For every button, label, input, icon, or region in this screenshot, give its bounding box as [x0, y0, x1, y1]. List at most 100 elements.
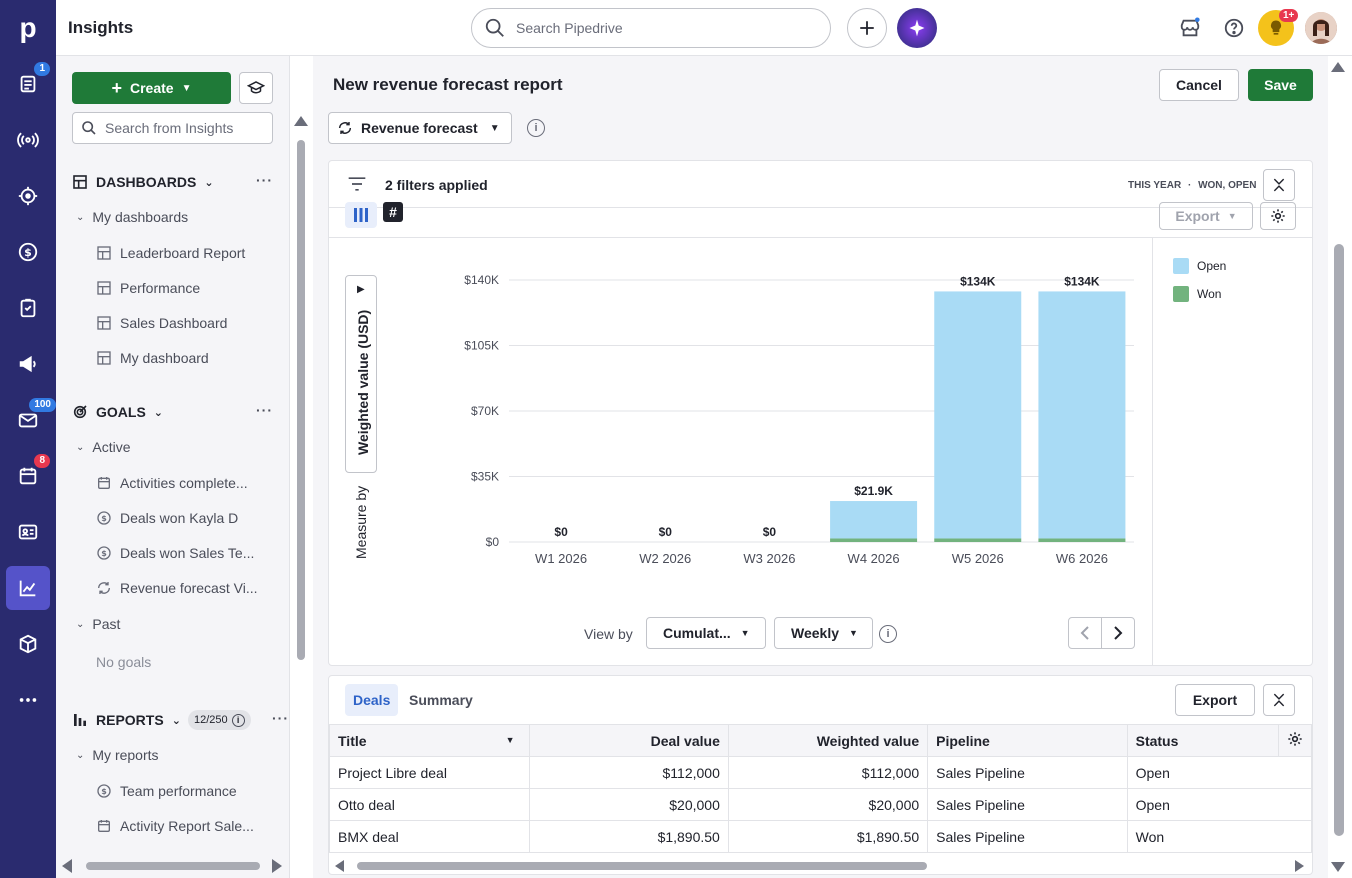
filter-icon[interactable] [347, 175, 367, 193]
goal-item[interactable]: Revenue forecast Vi... [96, 580, 276, 596]
products-icon[interactable] [6, 622, 50, 666]
cell-title[interactable]: Project Libre deal [329, 756, 530, 789]
report-item[interactable]: Activity Report Sale... [96, 818, 276, 834]
legend-item-open[interactable]: Open [1173, 258, 1226, 274]
mail-icon[interactable]: 100 [6, 398, 56, 442]
goal-item[interactable]: $ Deals won Sales Te... [96, 545, 276, 561]
table-row[interactable]: BMX deal $1,890.50 $1,890.50 Sales Pipel… [329, 820, 1312, 853]
info-icon[interactable]: i [879, 625, 897, 643]
column-header-status[interactable]: Status [1126, 724, 1280, 757]
goal-item[interactable]: Activities complete... [96, 475, 276, 491]
reports-count-badge: 12/250 i [188, 710, 251, 730]
sidebar-horizontal-scrollbar[interactable] [62, 858, 286, 874]
report-item[interactable]: $ Team performance [96, 783, 276, 799]
table-settings-button[interactable] [1278, 724, 1312, 757]
create-button[interactable]: + Create ▼ [72, 72, 231, 104]
help-icon[interactable] [1220, 14, 1248, 42]
insights-icon[interactable] [6, 566, 50, 610]
info-icon[interactable]: i [231, 713, 245, 727]
tasks-icon[interactable] [6, 286, 50, 330]
my-dashboards-group[interactable]: ⌄ My dashboards [76, 209, 188, 225]
deals-icon[interactable]: $ [6, 230, 50, 274]
goals-section-header[interactable]: GOALS ⌄ [72, 404, 163, 420]
target-icon[interactable] [6, 174, 50, 218]
column-header-deal-value[interactable]: Deal value [528, 724, 729, 757]
export-label: Export [1175, 208, 1220, 224]
active-goals-group[interactable]: ⌄ Active [76, 439, 131, 455]
deals-table-card: Deals Summary Export Title ▼ Deal value … [328, 675, 1313, 875]
dashboard-item[interactable]: Sales Dashboard [96, 315, 276, 331]
chevron-down-icon: ⌄ [204, 176, 214, 189]
table-export-button[interactable]: Export [1175, 684, 1255, 716]
reports-more-icon[interactable]: ··· [272, 710, 289, 726]
ai-assistant-button[interactable] [897, 8, 937, 48]
more-icon[interactable] [6, 678, 50, 722]
bar-chart-icon [74, 714, 86, 726]
dashboards-more-icon[interactable]: ··· [256, 172, 273, 188]
goals-more-icon[interactable]: ··· [256, 402, 273, 418]
column-header-title[interactable]: Title ▼ [329, 724, 530, 757]
chevron-down-icon: ⌄ [76, 618, 85, 630]
cell-title[interactable]: BMX deal [329, 820, 530, 853]
legend-swatch-won [1173, 286, 1189, 302]
tab-summary[interactable]: Summary [409, 692, 473, 708]
measure-by-value[interactable]: Weighted value (USD) [355, 309, 371, 455]
table-horizontal-scrollbar[interactable] [329, 858, 1312, 874]
mail-badge: 100 [29, 398, 56, 412]
collapse-filters-button[interactable] [1263, 169, 1295, 201]
quick-add-button[interactable] [847, 8, 887, 48]
pipedrive-logo[interactable]: p [19, 12, 37, 43]
learn-button[interactable] [239, 72, 273, 104]
goal-item[interactable]: $ Deals won Kayla D [96, 510, 276, 526]
bar-won [1038, 538, 1126, 542]
chart-export-button[interactable]: Export ▼ [1159, 202, 1253, 230]
caret-down-icon: ▼ [181, 82, 192, 94]
bar-open [934, 291, 1022, 539]
calendar-icon [98, 477, 110, 489]
measure-by-toggle[interactable]: ▶ [345, 275, 377, 473]
report-title[interactable]: New revenue forecast report [333, 75, 563, 94]
dashboards-section-header[interactable]: DASHBOARDS ⌄ [72, 174, 214, 190]
report-type-select[interactable]: Revenue forecast ▼ [328, 112, 512, 144]
table-row[interactable]: Project Libre deal $112,000 $112,000 Sal… [329, 756, 1312, 789]
column-header-pipeline[interactable]: Pipeline [927, 724, 1128, 757]
previous-page-button[interactable] [1068, 617, 1102, 649]
view-by-select[interactable]: Cumulat... ▼ [646, 617, 766, 649]
tab-deals[interactable]: Deals [345, 684, 399, 716]
dashboard-item[interactable]: My dashboard [96, 350, 276, 366]
calendar-icon[interactable]: 8 [6, 454, 50, 498]
cell-title[interactable]: Otto deal [329, 788, 530, 821]
my-reports-group[interactable]: ⌄ My reports [76, 747, 159, 763]
avatar[interactable] [1305, 12, 1337, 44]
cancel-button[interactable]: Cancel [1159, 69, 1239, 101]
past-goals-group[interactable]: ⌄ Past [76, 616, 120, 632]
global-search-input[interactable]: Search Pipedrive [471, 8, 831, 48]
collapse-table-button[interactable] [1263, 684, 1295, 716]
filters-applied-text[interactable]: 2 filters applied [385, 177, 488, 193]
bar-chart-view-button[interactable] [345, 202, 377, 228]
bar-chart-icon [354, 208, 368, 222]
dashboard-item[interactable]: Performance [96, 280, 276, 296]
main-vertical-scrollbar[interactable] [1330, 58, 1346, 876]
insights-search-input[interactable]: Search from Insights [72, 112, 273, 144]
column-header-weighted-value[interactable]: Weighted value [727, 724, 929, 757]
next-page-button[interactable] [1101, 617, 1135, 649]
reports-section-header[interactable]: REPORTS ⌄ [72, 712, 181, 728]
filter-status: WON, OPEN [1198, 180, 1257, 191]
plus-icon [860, 21, 874, 35]
save-button[interactable]: Save [1248, 69, 1313, 101]
info-icon[interactable]: i [527, 119, 545, 137]
sidebar-vertical-scrollbar[interactable] [294, 116, 308, 878]
dashboard-icon [97, 281, 111, 295]
campaigns-icon[interactable] [6, 118, 50, 162]
legend-item-won[interactable]: Won [1173, 286, 1221, 302]
interval-select[interactable]: Weekly ▼ [774, 617, 873, 649]
dashboard-item[interactable]: Leaderboard Report [96, 245, 276, 261]
chart-settings-button[interactable] [1260, 202, 1296, 230]
marketplace-icon[interactable] [1176, 14, 1204, 42]
megaphone-icon[interactable] [6, 342, 50, 386]
table-row[interactable]: Otto deal $20,000 $20,000 Sales Pipeline… [329, 788, 1312, 821]
number-view-icon[interactable]: # [383, 202, 403, 222]
contacts-icon[interactable] [6, 510, 50, 554]
leads-icon[interactable]: 1 [6, 62, 50, 106]
